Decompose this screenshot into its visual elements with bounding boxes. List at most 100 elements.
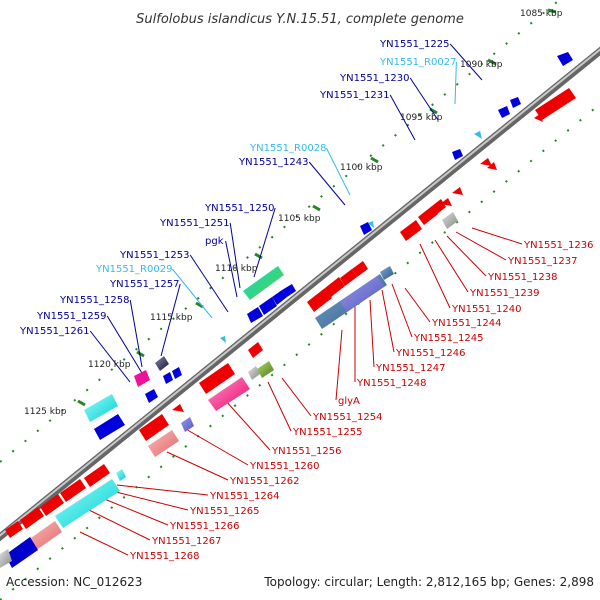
tick-mark: [254, 252, 263, 260]
reverse-gene-labels: YN1551_1236 YN1551_1237 YN1551_1238 YN1551_…: [129, 240, 594, 562]
gene-forward: [84, 394, 118, 422]
reverse-gene-label: YN1551_1238: [487, 272, 558, 283]
gene-reverse: [148, 430, 179, 457]
gene-reverse: [340, 276, 384, 312]
genome-backbone: [0, 46, 600, 542]
forward-gene-label: YN1551_R0027: [379, 57, 456, 68]
leader-line: [446, 235, 487, 277]
leader-line: [101, 497, 169, 526]
forward-gene-label: YN1551_1253: [119, 250, 190, 261]
gene-forward: [272, 290, 287, 305]
gene-reverse: [139, 414, 169, 441]
tick-label: 1110 kbp: [215, 264, 258, 274]
gene-forward: [134, 370, 150, 387]
gene-reverse: [380, 266, 394, 280]
forward-gene-label: YN1551_1225: [379, 39, 450, 50]
tick-label: 1095 kbp: [400, 113, 443, 123]
accession: Accession: NC_012623: [6, 575, 142, 589]
reverse-gene-label: YN1551_1240: [451, 304, 522, 315]
forward-gene-label: YN1551_1258: [59, 295, 130, 306]
gene-reverse: [40, 494, 64, 516]
leader-line: [389, 94, 416, 141]
gene-forward: [163, 372, 173, 384]
tick-mark: [77, 399, 86, 407]
gene-reverse: [20, 507, 44, 529]
leader-line: [106, 315, 146, 379]
leader-line: [281, 377, 312, 417]
reverse-gene-label: YN1551_1254: [312, 412, 383, 423]
gene-reverse: [480, 158, 492, 166]
gene-reverse: [432, 199, 446, 214]
reverse-gene-label: YN1551_1266: [169, 521, 240, 532]
reverse-genes: [0, 88, 576, 568]
gene-rna: [368, 221, 374, 228]
gene-forward: [243, 266, 284, 300]
leader-line: [409, 77, 439, 121]
gene-reverse: [248, 366, 260, 380]
forward-gene-label: YN1551_1257: [109, 279, 180, 290]
leader-line: [308, 161, 346, 206]
reverse-gene-label: YN1551_1256: [271, 446, 342, 457]
gene-forward: [452, 149, 463, 160]
forward-leader-lines: [89, 43, 483, 383]
gene-reverse: [442, 212, 458, 229]
genome-summary: Topology: circular; Length: 2,812,165 bp…: [263, 575, 594, 589]
gene-forward: [510, 97, 521, 108]
leader-line: [89, 330, 131, 383]
forward-gene-label: YN1551_1251: [159, 218, 230, 229]
leader-line: [183, 427, 249, 466]
leader-line: [189, 254, 229, 313]
leader-line: [129, 299, 143, 368]
tick-label: 1125 kbp: [24, 407, 67, 417]
leader-line: [160, 283, 181, 357]
leader-line: [225, 240, 238, 298]
forward-genes: [84, 52, 573, 440]
leader-line: [449, 43, 483, 81]
tick-mark: [370, 156, 379, 164]
forward-gene-label: YN1551_R0028: [249, 143, 326, 154]
gene-reverse: [208, 377, 250, 411]
reverse-gene-label: YN1551_1237: [507, 256, 578, 267]
gene-reverse: [5, 537, 38, 568]
gene-reverse: [452, 187, 463, 195]
leader-line: [172, 268, 213, 319]
forward-gene-label: YN1551_1261: [19, 326, 90, 337]
gene-reverse: [257, 361, 274, 378]
leader-line: [84, 507, 151, 541]
tick-label: 1115 kbp: [150, 313, 193, 323]
gene-reverse: [199, 363, 235, 394]
forward-gene-label: YN1551_1259: [36, 311, 107, 322]
leader-line: [434, 239, 469, 293]
gene-rna: [474, 131, 482, 139]
gene-reverse: [55, 479, 120, 528]
gene-reverse: [60, 479, 86, 502]
gene-forward: [172, 367, 182, 379]
gene-forward: [94, 414, 125, 440]
forward-gene-label: YN1551_1250: [204, 203, 275, 214]
tick-mark: [136, 350, 145, 358]
forward-gene-label: pgk: [205, 236, 224, 247]
gene-forward: [259, 297, 277, 315]
leader-line: [79, 531, 129, 556]
reverse-gene-label: YN1551_1267: [151, 536, 222, 547]
leader-line: [335, 329, 343, 401]
leader-line: [454, 61, 457, 105]
map-title: Sulfolobus islandicus Y.N.15.51, complet…: [136, 12, 464, 27]
tick-mark: [195, 301, 204, 309]
reverse-gene-label: YN1551_1244: [431, 318, 502, 329]
reverse-gene-label: YN1551_1247: [375, 363, 446, 374]
forward-gene-label: YN1551_1230: [339, 73, 410, 84]
forward-gene-label: YN1551_R0029: [95, 264, 172, 275]
leader-line: [325, 147, 351, 196]
position-tick-labels: 1085 kbp 1090 kbp 1095 kbp 1100 kbp 1105 kbp…: [24, 9, 563, 417]
gene-reverse: [172, 404, 184, 412]
gene-rna: [220, 336, 226, 343]
gene-reverse: [116, 469, 126, 481]
forward-gene-label: YN1551_1243: [238, 157, 309, 168]
gene-forward: [155, 356, 169, 371]
leader-line: [116, 484, 209, 496]
reverse-gene-label: YN1551_1265: [189, 506, 260, 517]
gene-reverse: [248, 342, 263, 358]
gene-reverse: [181, 417, 194, 432]
tick-label: 1100 kbp: [340, 163, 383, 173]
